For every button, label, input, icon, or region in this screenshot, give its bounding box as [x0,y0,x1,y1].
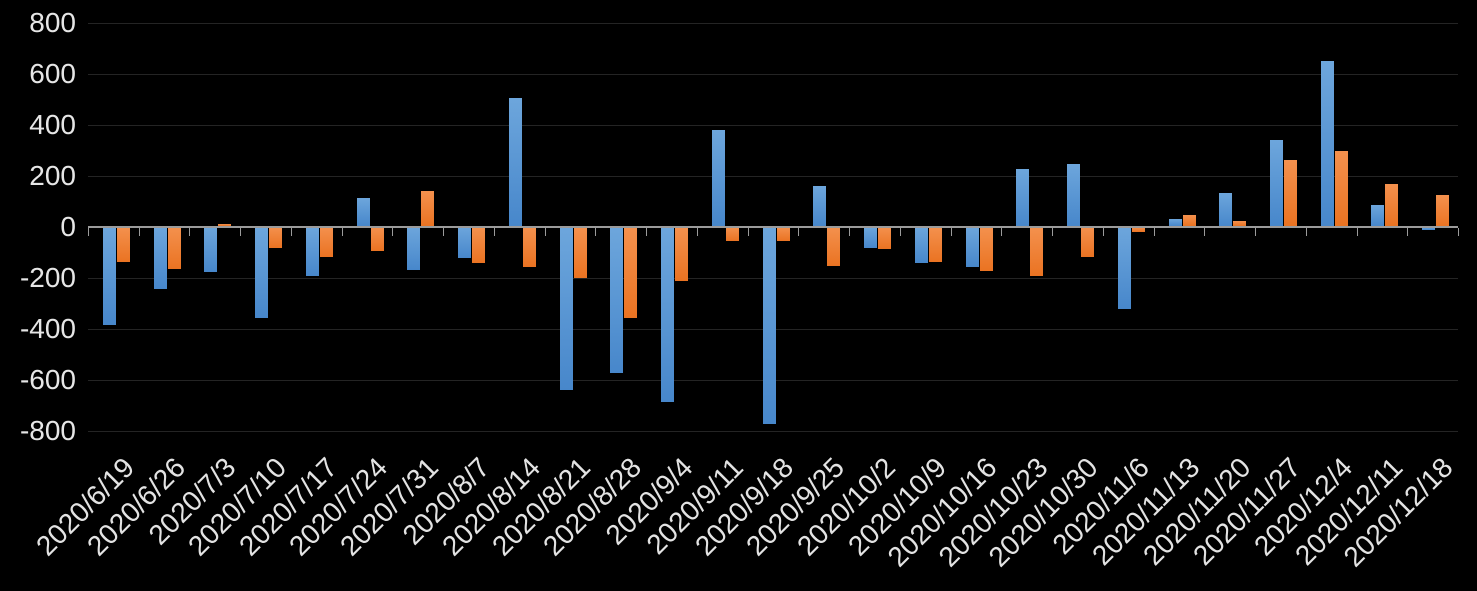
bar-series-blue [559,226,573,390]
bar-series-orange [319,226,333,258]
bar-series-orange [1436,194,1450,227]
bar-series-blue [965,226,979,268]
bar-series-orange [116,226,130,263]
gridline [88,22,1458,24]
bar-series-blue [1016,169,1030,227]
axis-tick [88,227,89,236]
axis-tick [544,227,546,236]
bar-series-blue [813,185,827,227]
y-axis-tick-label: -200 [19,261,76,293]
axis-tick [493,227,495,236]
bar-series-orange [218,223,232,227]
bar-series-orange [472,226,486,264]
bar-series-blue [914,226,928,264]
axis-tick [1102,227,1104,236]
bar-series-orange [522,226,536,268]
bar-series-blue [1320,60,1334,227]
bar-series-orange [1334,151,1348,227]
bar-series-blue [508,97,522,227]
axis-tick [696,227,698,236]
axis-tick [1305,227,1307,236]
bar-series-orange [421,190,435,227]
axis-tick [595,227,597,236]
bar-series-orange [776,226,790,241]
bar-series-blue [762,226,776,425]
axis-tick [1255,227,1257,236]
axis-tick [646,227,648,236]
bar-series-blue [458,226,472,259]
gridline [88,124,1458,126]
axis-tick [240,227,242,236]
axis-tick [849,227,851,236]
axis-tick [138,227,140,236]
bar-series-blue [1168,218,1182,227]
bar-series-blue [1117,226,1131,310]
bar-series-orange [878,226,892,250]
bar-series-orange [1385,184,1399,227]
bar-series-orange [1030,226,1044,277]
axis-tick [1052,227,1054,236]
axis-tick [798,227,800,236]
bar-series-orange [928,226,942,263]
bar-series-orange [1182,215,1196,227]
y-axis-tick-label: 800 [29,6,76,38]
axis-tick [341,227,343,236]
axis-tick [1458,227,1459,236]
bar-series-blue [1422,226,1436,231]
axis-tick [189,227,191,236]
bar-series-blue [153,226,167,289]
gridline [88,73,1458,75]
bar-series-blue [864,226,878,249]
bar-series-orange [573,226,587,278]
bar-series-orange [1233,221,1247,227]
bar-series-blue [1371,204,1385,227]
axis-tick [290,227,292,236]
axis-tick [1001,227,1003,236]
bar-series-blue [102,226,116,325]
bar-series-orange [370,226,384,251]
bar-series-orange [827,226,841,267]
bar-series-blue [255,226,269,319]
axis-tick [747,227,749,236]
bar-series-orange [1131,226,1145,232]
bar-series-orange [725,226,739,241]
axis-tick [899,227,901,236]
axis-tick [1204,227,1206,236]
axis-tick [443,227,445,236]
bar-series-blue [1270,139,1283,227]
y-axis-tick-label: 600 [29,57,76,89]
bar-series-orange [624,226,638,319]
bar-series-orange [675,226,689,282]
axis-tick [1356,227,1358,236]
bar-series-orange [167,226,181,269]
bar-series-blue [711,129,725,227]
bar-series-blue [661,226,675,403]
bar-series-blue [1219,193,1233,227]
axis-tick [1153,227,1155,236]
y-axis-tick-label: 0 [60,210,76,242]
axis-tick [950,227,952,236]
bar-series-orange [269,226,283,249]
axis-tick [1407,227,1409,236]
y-axis-tick-label: 400 [29,108,76,140]
bar-series-orange [1284,160,1297,227]
y-axis-tick-label: -800 [19,414,76,446]
bar-series-blue [1067,164,1081,227]
bar-series-blue [610,226,624,374]
bar-series-blue [305,226,319,277]
y-axis-tick-label: 200 [29,159,76,191]
axis-tick [392,227,394,236]
bar-series-blue [204,226,218,273]
bar-series-blue [356,198,370,227]
y-axis-tick-label: -400 [19,312,76,344]
gridline [88,175,1458,177]
y-axis-tick-label: -600 [19,363,76,395]
bar-series-orange [1081,226,1095,258]
x-axis-line [88,225,1458,228]
gridline [88,430,1458,432]
bar-series-blue [407,226,421,270]
bar-series-orange [979,226,993,272]
